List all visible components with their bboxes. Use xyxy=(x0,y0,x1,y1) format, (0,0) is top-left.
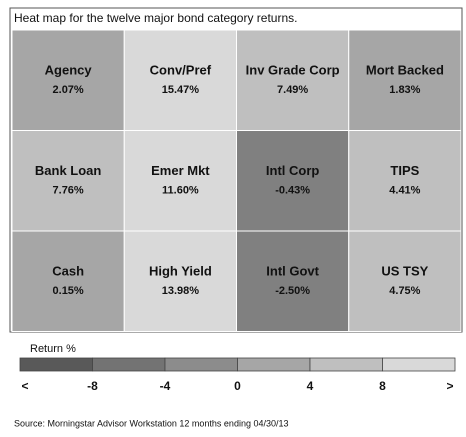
heat-cell xyxy=(11,130,125,232)
cell-value: 13.98% xyxy=(162,285,200,297)
legend-tick-label: 8 xyxy=(379,379,386,393)
cell-name: Intl Govt xyxy=(266,263,319,278)
heat-cell xyxy=(123,130,237,232)
cell-name: Inv Grade Corp xyxy=(246,62,340,77)
legend-high-label: > xyxy=(446,379,453,393)
cell-name: Conv/Pref xyxy=(150,62,212,77)
cell-name: Bank Loan xyxy=(35,163,102,178)
legend-low-label: < xyxy=(21,379,28,393)
legend-swatch xyxy=(237,357,311,372)
legend-tick-label: -8 xyxy=(87,379,98,393)
cell-name: Emer Mkt xyxy=(151,163,210,178)
legend-swatch xyxy=(92,357,166,372)
legend-tick-label: -4 xyxy=(160,379,171,393)
cell-name: Intl Corp xyxy=(266,163,319,178)
heat-cell xyxy=(123,230,237,332)
cell-value: 0.15% xyxy=(53,285,84,297)
heat-cell xyxy=(123,29,237,131)
cell-name: High Yield xyxy=(149,263,212,278)
cell-value: 7.49% xyxy=(277,84,308,96)
cell-name: Mort Backed xyxy=(366,62,444,77)
legend-swatch xyxy=(19,357,93,372)
cell-value: 15.47% xyxy=(162,84,200,96)
cell-name: Cash xyxy=(52,263,84,278)
cell-name: TIPS xyxy=(390,163,419,178)
legend-title: Return % xyxy=(30,343,76,355)
cell-value: 4.41% xyxy=(389,184,420,196)
legend-swatch xyxy=(309,357,383,372)
heat-cell xyxy=(236,230,350,332)
cell-name: US TSY xyxy=(381,263,428,278)
heat-cell xyxy=(348,130,462,232)
legend-swatch xyxy=(382,357,456,372)
heat-cell xyxy=(11,29,125,131)
cell-value: 1.83% xyxy=(389,84,420,96)
chart-title: Heat map for the twelve major bond categ… xyxy=(14,11,297,25)
cell-value: 2.07% xyxy=(53,84,84,96)
legend-tick-label: 4 xyxy=(307,379,314,393)
source: Source: Morningstar Advisor Workstation … xyxy=(14,418,289,428)
heat-cell xyxy=(11,230,125,332)
heat-cell xyxy=(348,29,462,131)
heat-cell xyxy=(236,130,350,232)
cell-value: 4.75% xyxy=(389,285,420,297)
cell-name: Agency xyxy=(45,62,93,77)
legend-tick-label: 0 xyxy=(234,379,241,393)
cell-value: -0.43% xyxy=(275,184,310,196)
cell-value: 7.76% xyxy=(53,184,84,196)
legend-swatch xyxy=(164,357,238,372)
cell-value: 11.60% xyxy=(162,184,199,196)
cell-value: -2.50% xyxy=(275,285,310,297)
heat-cell xyxy=(348,230,462,332)
heat-cell xyxy=(236,29,350,131)
